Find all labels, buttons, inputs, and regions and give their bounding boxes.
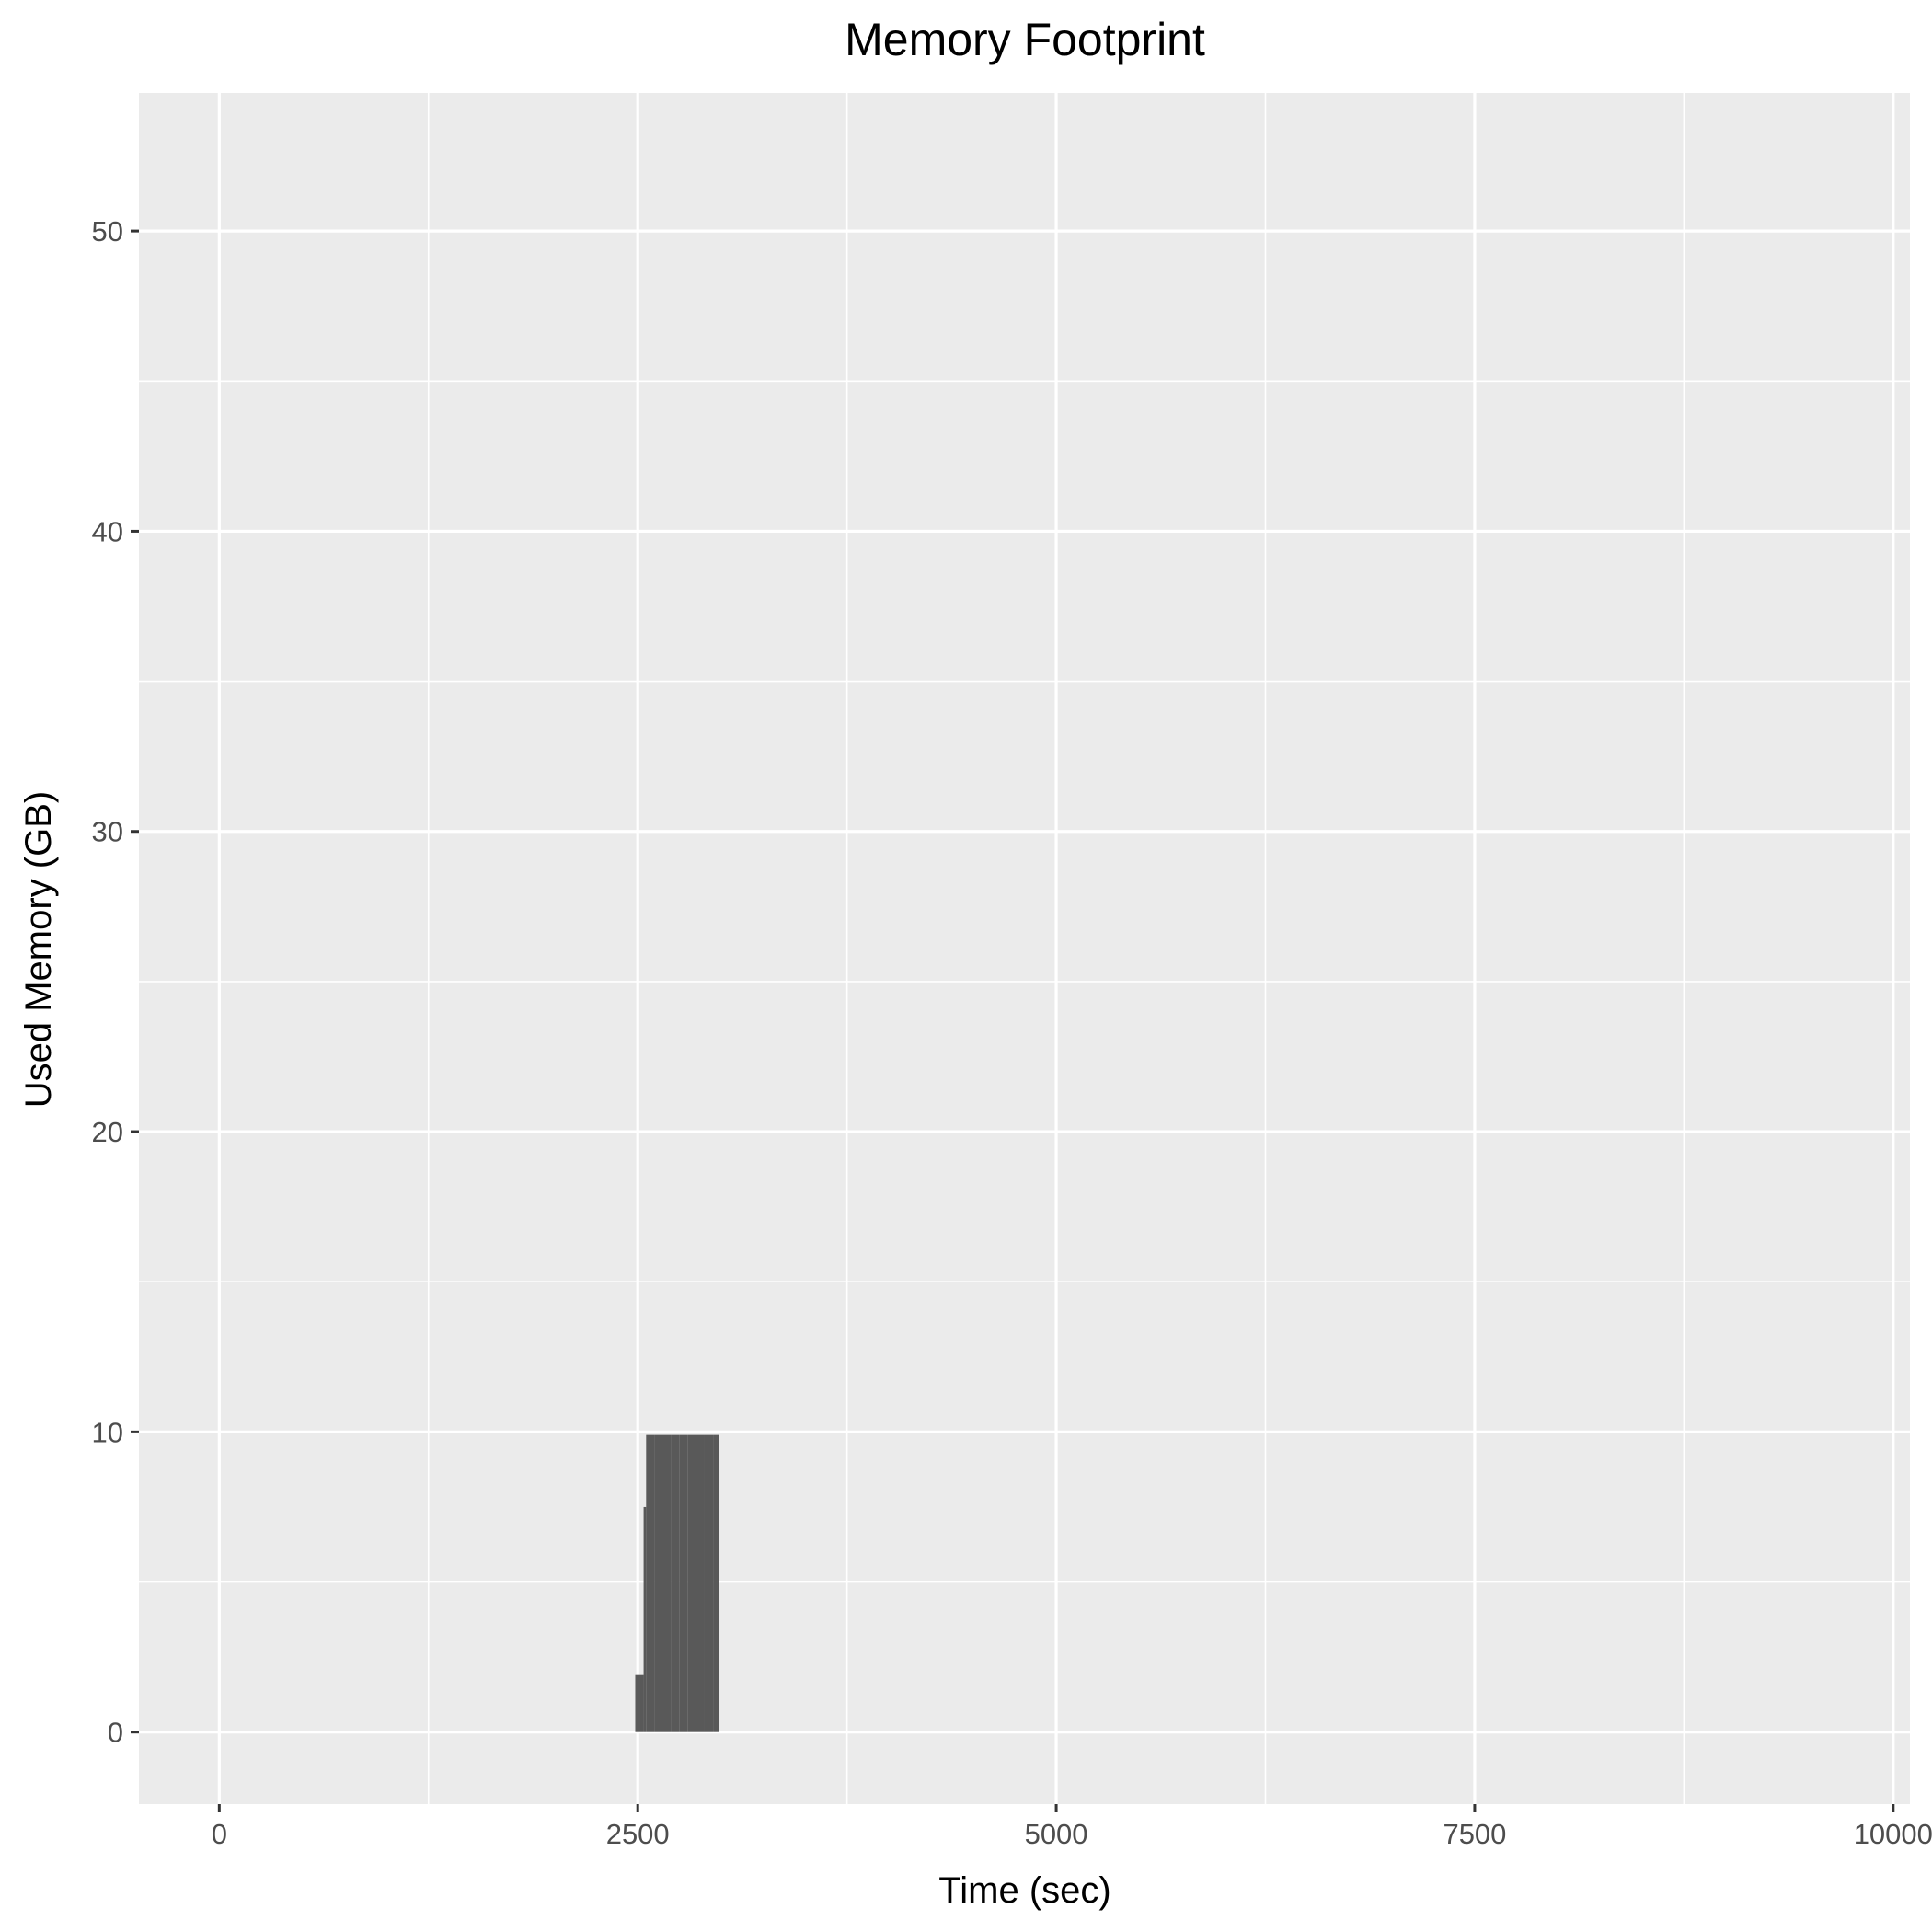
y-tick-label: 30 xyxy=(92,816,123,848)
memory-bar xyxy=(654,1434,663,1732)
memory-bar xyxy=(679,1434,688,1732)
chart-title: Memory Footprint xyxy=(845,14,1205,65)
minor-gridlines xyxy=(139,93,1910,1804)
memory-bar xyxy=(696,1434,705,1732)
y-tick-label: 50 xyxy=(92,215,123,247)
y-axis-ticks: 0 10 20 30 40 50 xyxy=(92,215,139,1749)
x-axis-title: Time (sec) xyxy=(938,1870,1110,1911)
memory-bar xyxy=(687,1434,696,1732)
x-tick-label: 0 xyxy=(212,1818,227,1850)
plot-panel xyxy=(139,93,1910,1804)
y-tick-label: 0 xyxy=(108,1717,123,1749)
memory-bar xyxy=(704,1434,714,1732)
y-tick-label: 10 xyxy=(92,1416,123,1448)
memory-bar xyxy=(646,1434,655,1732)
y-axis-title: Used Memory (GB) xyxy=(18,791,59,1109)
memory-bar xyxy=(662,1434,672,1732)
x-tick-label: 10000 xyxy=(1854,1818,1932,1850)
x-tick-label: 5000 xyxy=(1025,1818,1088,1850)
memory-bar xyxy=(671,1434,680,1732)
y-tick-label: 40 xyxy=(92,515,123,547)
memory-bars xyxy=(635,1434,719,1732)
memory-bar xyxy=(635,1674,644,1732)
x-axis-ticks: 0 2500 5000 7500 10000 xyxy=(212,1804,1932,1850)
major-gridlines xyxy=(139,93,1910,1804)
x-tick-label: 2500 xyxy=(606,1818,670,1850)
memory-bar xyxy=(643,1506,647,1732)
x-tick-label: 7500 xyxy=(1443,1818,1506,1850)
memory-bar xyxy=(713,1434,719,1732)
y-tick-label: 20 xyxy=(92,1116,123,1148)
